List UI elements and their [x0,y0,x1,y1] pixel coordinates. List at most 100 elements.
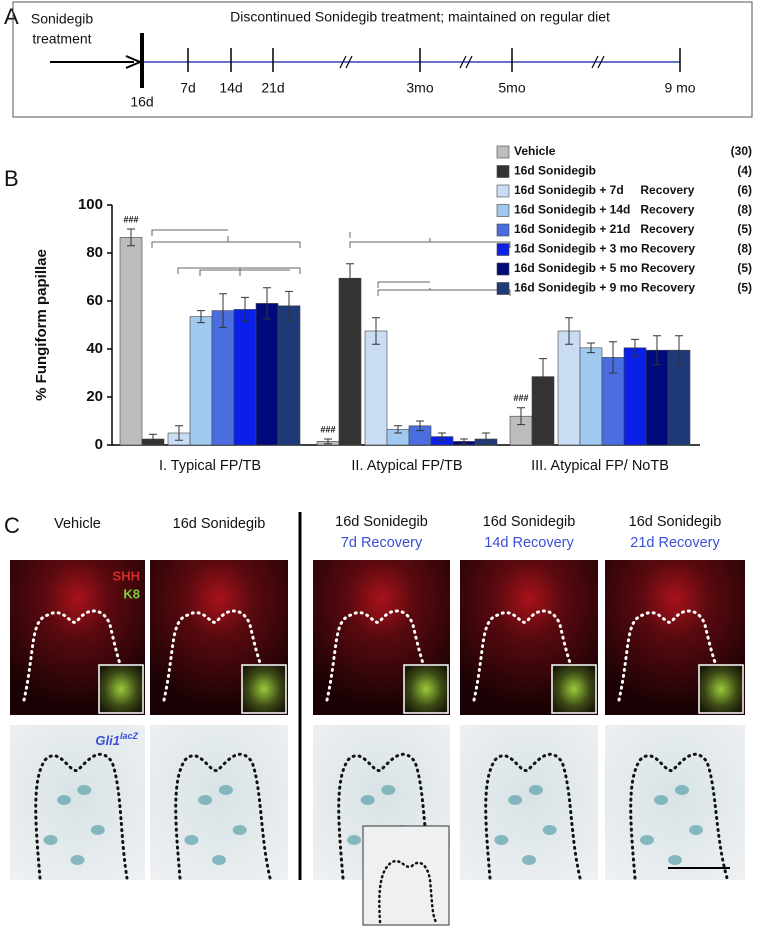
error-bar [482,432,490,446]
timeline-start: 16d [130,94,153,110]
stained-cell [360,795,375,805]
papilla-outline [484,752,582,880]
inset-image [241,664,287,714]
legend-count: (5) [737,281,752,295]
legend-count: (5) [737,261,752,275]
papilla-outline [34,752,129,880]
panel-label: A [4,4,19,29]
stained-cell [77,785,92,795]
stained-cell [654,795,668,805]
legend: Vehicle (30) 16d Sonidegib (4) 16d Sonidegib… [496,144,752,295]
y-tick-label: 80 [86,244,103,261]
column-title: 7d Recovery [341,535,423,551]
legend-swatch [496,165,510,178]
stained-cell [218,785,233,795]
gene-label: Gli1lacZ [95,731,138,748]
legend-count: (6) [737,183,752,197]
stained-cell [57,795,71,805]
papilla-outline [325,609,444,702]
timeline-pre-label: treatment [32,31,91,47]
inset-image [362,825,450,926]
axis-breaks [339,55,605,69]
error-bar [587,342,595,354]
gene: Gli1 [95,733,120,748]
timeline-tick-label: 14d [219,80,242,96]
error-bar [149,433,157,445]
legend-label: 16d Sonidegib [514,164,596,178]
column-title: Vehicle [54,516,101,532]
legend-count: (8) [737,203,752,217]
stained-cell [347,835,362,845]
column-title: 16d Sonidegib [483,514,576,530]
legend-label: Vehicle [514,144,556,158]
error-bar [285,290,293,321]
error-bar [175,425,183,441]
column-title: 21d Recovery [630,535,720,551]
micrographs: Vehicle 16d Sonidegib 16d Sonidegib 7d Reco… [10,514,745,926]
y-tick-label: 0 [95,436,103,453]
x-tick-label: I. Typical FP/TB [159,458,261,474]
panel-label: B [4,166,19,191]
stained-cell [528,785,543,795]
error-bar [631,338,639,357]
bar [255,303,279,446]
x-tick-label: II. Atypical FP/TB [351,458,462,474]
error-bar [460,438,468,445]
bar [338,277,362,446]
stain-label: K8 [123,586,140,601]
papilla-outline [174,752,272,880]
stained-cell [508,795,523,805]
legend-label: 16d Sonidegib + 7d Recovery [514,183,695,197]
stained-cell [381,785,396,795]
legend-count: (30) [731,144,752,158]
column-title: 14d Recovery [484,535,574,551]
significance-brackets [151,229,511,296]
legend-swatch [496,282,510,295]
stained-cell [522,855,536,865]
error-bar [609,341,617,374]
error-bar [219,293,227,328]
error-bar [517,407,525,426]
inset-image [403,664,449,714]
panel-frame [12,1,753,118]
papilla-outline [378,859,438,924]
legend-label: 16d Sonidegib + 9 mo Recovery [514,281,695,295]
error-bar [127,228,135,247]
legend-count: (5) [737,222,752,236]
legend-swatch [496,145,510,159]
stained-cell [542,825,557,835]
gene-superscript: lacZ [120,731,139,741]
y-axis-label: % Fungiform papillae [33,249,50,401]
timeline-tick-label: 21d [261,80,284,96]
error-bar [372,317,380,345]
error-bar [565,317,573,345]
stained-cell [43,835,58,845]
error-bar [324,438,332,445]
stained-cell [70,855,85,865]
bar [277,305,301,446]
y-tick-label: 60 [86,292,103,309]
bar [189,316,213,446]
stained-cell [90,825,105,835]
stained-cell [668,855,682,865]
bar [233,309,257,446]
error-bar [394,425,402,434]
timeline-header: Discontinued Sonidegib treatment; mainta… [230,9,610,25]
error-bar [438,432,446,441]
annotation: ### [320,424,335,434]
legend-swatch [496,184,510,198]
inset-image [698,664,744,714]
error-bar [241,296,249,322]
bar [119,237,143,446]
legend-swatch [496,243,510,256]
bar-chart: 0 20 40 60 80 100 ### I. Typical FP/TB ### II. At… [78,196,700,474]
legend-label: 16d Sonidegib + 3 mo Recovery [514,242,695,256]
legend-count: (4) [737,164,752,178]
error-bar [539,358,547,396]
timeline-tick-label: 9 mo [664,80,695,96]
stained-cell [640,835,654,845]
timeline-tick-label: 5mo [498,80,525,96]
error-bar [346,263,354,294]
papilla-outline [162,609,282,702]
stained-cell [212,855,226,865]
